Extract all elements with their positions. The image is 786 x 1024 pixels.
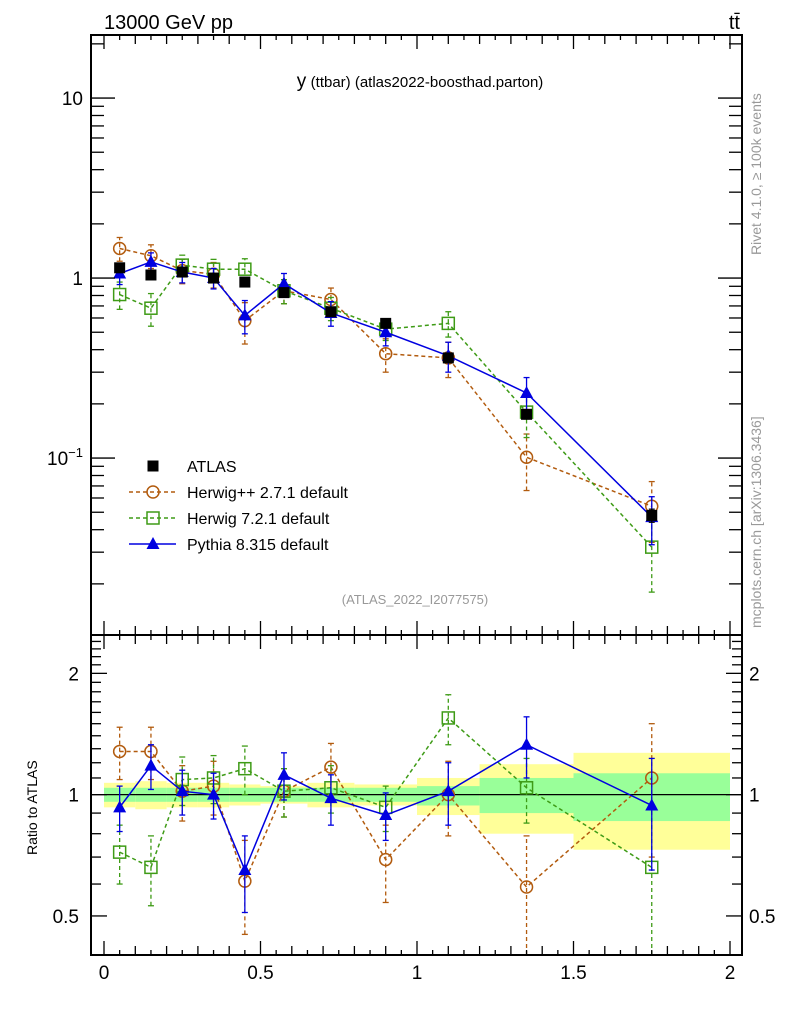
legend-label: ATLAS — [187, 459, 237, 476]
reference-label: (ATLAS_2022_I2077575) — [342, 592, 488, 607]
main-y-tick-label-exp: −1 — [68, 445, 83, 460]
main-data-point — [520, 385, 534, 398]
ratio-ylabel: Ratio to ATLAS — [24, 760, 40, 855]
plot-title: y (ttbar) (atlas2022-boosthad.parton) — [297, 71, 544, 92]
ratio-data-point — [175, 784, 189, 797]
plot-title-prefix: y — [297, 71, 307, 92]
legend-item: ATLAS — [147, 459, 237, 476]
main-data-point — [442, 352, 454, 364]
main-data-point — [378, 346, 393, 361]
x-tick-label: 2 — [725, 963, 736, 984]
main-data-point — [145, 269, 157, 281]
main-data-point — [380, 317, 392, 329]
main-data-point — [521, 408, 533, 420]
ratio-y-tick-label-right: 0.5 — [749, 907, 775, 928]
ratio-data-point — [441, 711, 456, 725]
main-series-0 — [114, 262, 658, 523]
legend-marker — [146, 537, 160, 549]
x-tick-label: 0 — [99, 963, 110, 984]
main-data-point — [114, 262, 126, 274]
main-y-tick-label: 10−1 — [47, 445, 83, 470]
main-series-layer — [112, 236, 659, 593]
legend-marker — [146, 485, 160, 499]
ratio-data-point — [207, 787, 221, 800]
header-process-label: tt̄ — [729, 12, 741, 34]
ratio-data-point — [520, 737, 534, 750]
main-data-point — [646, 509, 658, 521]
legend-label: Herwig 7.2.1 default — [187, 511, 330, 528]
ratio-y-tick-label-right: 1 — [749, 786, 760, 807]
ratio-y-tick-label-left: 2 — [68, 664, 79, 685]
ratio-data-point — [277, 767, 291, 780]
ratio-y-tick-label-left: 1 — [68, 786, 79, 807]
ratio-data-point — [144, 758, 158, 771]
main-data-point — [208, 272, 220, 284]
ratio-data-point — [324, 760, 338, 774]
main-y-tick-label: 1 — [72, 269, 83, 290]
legend-marker — [147, 460, 159, 472]
x-tick-label: 1.5 — [560, 963, 586, 984]
ratio-uncertainty-bands — [104, 752, 730, 850]
ratio-data-point — [113, 800, 127, 813]
main-data-point — [176, 266, 188, 278]
main-data-point — [239, 276, 251, 288]
ratio-data-point — [441, 784, 455, 797]
ratio-data-point — [378, 852, 393, 867]
main-y-tick-label-base: 10 — [47, 449, 68, 470]
main-data-point — [278, 287, 290, 299]
legend-label: Herwig++ 2.7.1 default — [187, 485, 349, 502]
rivet-version-label: Rivet 4.1.0, ≥ 100k events — [748, 93, 764, 255]
ratio-data-point — [238, 761, 252, 776]
ratio-data-point — [379, 808, 393, 821]
ratio-data-point — [645, 798, 659, 811]
mcplots-credit-label: mcplots.cern.ch [arXiv:1306.3436] — [748, 416, 764, 628]
main-data-point — [238, 308, 252, 321]
ratio-data-point — [238, 863, 252, 876]
main-series-line — [119, 264, 653, 548]
ratio-y-tick-label-left: 0.5 — [53, 907, 79, 928]
ratio-y-tick-label-right: 2 — [749, 664, 760, 685]
ratio-series-2 — [113, 716, 659, 914]
main-y-tick-label: 10 — [62, 89, 83, 110]
main-data-point — [112, 241, 127, 256]
main-data-point — [112, 287, 127, 302]
header-energy-label: 13000 GeV pp — [104, 12, 233, 34]
ratio-data-point — [324, 791, 338, 804]
legend-item: Herwig 7.2.1 default — [129, 511, 330, 528]
ratio-data-point — [519, 781, 534, 795]
ratio-data-point — [144, 860, 158, 875]
x-tick-label: 0.5 — [247, 963, 273, 984]
plot-title-text: (ttbar) (atlas2022-boosthad.parton) — [311, 74, 544, 91]
main-data-point — [277, 276, 291, 289]
ratio-series-line — [119, 716, 653, 869]
legend: ATLAS Herwig++ 2.7.1 default Herwig 7.2.1 … — [129, 459, 349, 554]
legend-item: Pythia 8.315 default — [129, 537, 329, 554]
x-tick-label: 1 — [412, 963, 423, 984]
axes-ticks — [91, 35, 742, 956]
ratio-data-point — [112, 744, 127, 759]
main-data-point — [144, 301, 158, 315]
main-data-point — [238, 262, 252, 276]
legend-marker — [146, 511, 160, 525]
ratio-data-point — [519, 880, 534, 894]
legend-item: Herwig++ 2.7.1 default — [129, 485, 349, 502]
main-data-point — [441, 316, 456, 331]
legend-label: Pythia 8.315 default — [187, 537, 329, 554]
main-data-point — [144, 254, 158, 267]
ratio-data-point — [112, 845, 127, 859]
main-data-point — [519, 450, 534, 465]
main-data-point — [379, 325, 393, 338]
main-series-line — [119, 261, 653, 518]
main-data-point — [325, 306, 337, 318]
